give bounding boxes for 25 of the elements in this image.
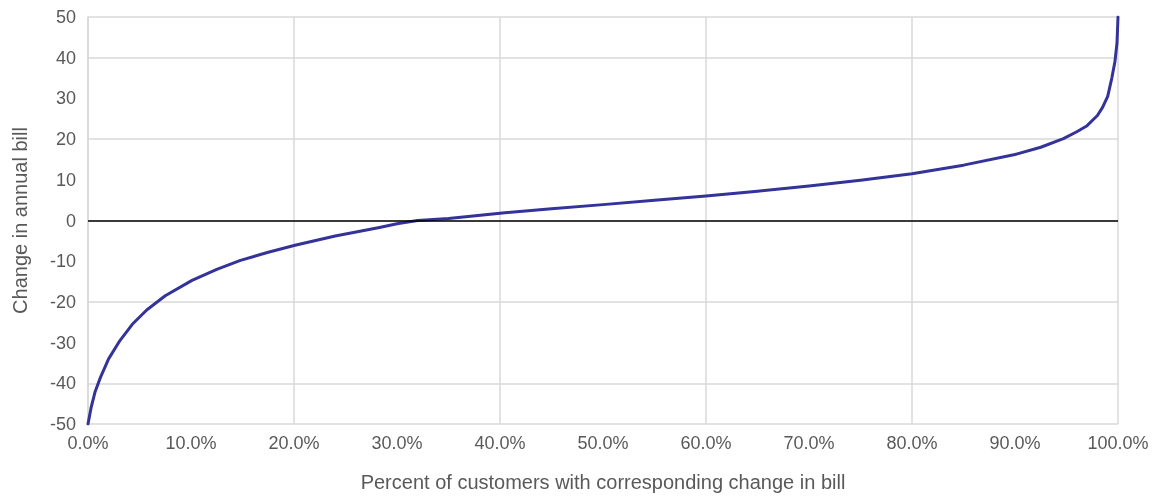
line-series (86, 15, 1120, 426)
x-tick-label: 70.0% (783, 433, 835, 453)
y-tick-label: 40 (55, 47, 76, 68)
x-tick-label: 90.0% (989, 433, 1041, 453)
x-tick-label: 0.0% (67, 433, 109, 453)
x-tick-label: 10.0% (165, 433, 217, 453)
x-tick-label: 80.0% (886, 433, 938, 453)
x-tick-label: 100.0% (1087, 433, 1149, 453)
y-tick-label: 10 (55, 169, 76, 190)
y-axis-title: Change in annual bill (9, 127, 31, 314)
y-tick-label: -30 (49, 332, 76, 353)
y-tick-label: -40 (49, 373, 76, 394)
y-tick-label: 0 (65, 210, 76, 231)
y-tick-label: -10 (49, 251, 76, 272)
y-tick-label: -20 (49, 291, 76, 312)
y-tick-label: 50 (55, 7, 76, 27)
y-tick-label: 30 (55, 88, 76, 109)
y-tick-label: 20 (55, 129, 76, 150)
x-tick-label: 20.0% (268, 433, 320, 453)
x-tick-label: 50.0% (577, 433, 629, 453)
y-tick-label: -50 (49, 414, 76, 434)
x-axis-title: Percent of customers with corresponding change in bill (360, 471, 846, 493)
x-tick-label: 40.0% (474, 433, 526, 453)
x-tick-label: 60.0% (680, 433, 732, 453)
x-tick-label: 30.0% (371, 433, 423, 453)
